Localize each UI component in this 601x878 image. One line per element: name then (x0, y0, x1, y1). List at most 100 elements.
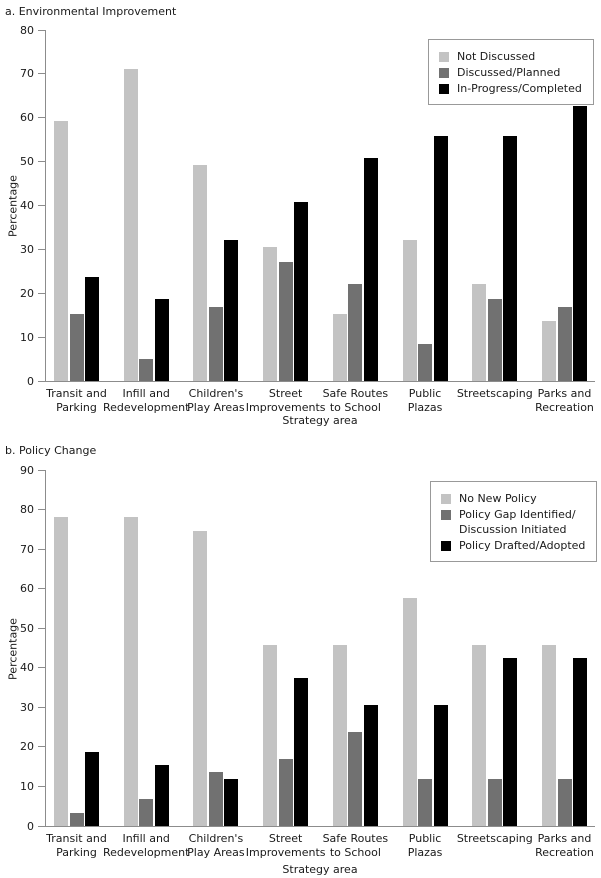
bar (224, 778, 239, 826)
x-category-label: Streetscaping (456, 387, 533, 400)
bar (193, 530, 208, 826)
bar (348, 284, 363, 381)
y-axis-tick (38, 205, 45, 206)
y-axis-tick (38, 627, 45, 629)
x-category-label: Infill and Redevelopment (102, 832, 190, 859)
y-tick-label: 60 (20, 582, 34, 596)
bar (472, 284, 487, 381)
y-axis-tick (38, 292, 45, 294)
chart-panel-policy-change: b. Policy Change Percentage 0 10 20 30 40 50 6… (0, 439, 601, 878)
bar (557, 778, 572, 826)
legend-item: Not Discussed (439, 49, 582, 64)
y-tick-label: 40 (20, 661, 34, 675)
legend-item: Policy Drafted/Adopted (441, 538, 585, 553)
bar (69, 313, 84, 381)
bar (542, 321, 556, 381)
y-axis-tick (38, 336, 45, 338)
legend-swatch (441, 494, 451, 504)
bar (224, 239, 239, 381)
chart-panel-environmental-improvement: a. Environmental Improvement Percentage … (5, 5, 595, 427)
y-axis-tick (38, 746, 45, 748)
bar (573, 105, 587, 381)
y-axis-tick (38, 548, 45, 550)
bar (402, 598, 417, 826)
y-tick-label: 70 (20, 542, 34, 556)
x-category-label: Children's Play Areas (187, 387, 245, 414)
x-category-label: Streetscaping (456, 832, 533, 845)
x-category-label: Street Improvements (245, 832, 326, 859)
legend-item: No New Policy (441, 491, 585, 506)
y-tick-label: 60 (20, 111, 34, 125)
y-tick-label: 10 (20, 779, 34, 793)
bar (487, 299, 502, 381)
x-category-label: Transit and Parking (46, 387, 107, 414)
bar (85, 277, 99, 381)
bar (69, 812, 84, 826)
legend-item-label: Discussed/Planned (457, 66, 561, 79)
bar (54, 517, 68, 826)
bar (294, 678, 309, 826)
x-category-label: Public Plazas (407, 387, 443, 414)
y-tick-label: 30 (20, 700, 34, 714)
bar (123, 68, 138, 381)
x-category-label: Safe Routes to School (322, 832, 389, 859)
bar (363, 158, 378, 381)
bar (154, 765, 169, 826)
y-axis-tick (38, 509, 45, 511)
x-category-label: Public Plazas (407, 832, 443, 859)
legend-item-label: Policy Drafted/Adopted (459, 539, 586, 552)
plot-area: 0 10 20 30 40 50 60 70 80 90 Transit and Parking Inf… (20, 464, 595, 859)
bar (123, 517, 138, 826)
bar (193, 165, 208, 381)
y-tick-label: 90 (20, 463, 34, 477)
bar (332, 644, 347, 826)
legend-swatch (441, 541, 451, 551)
bar (487, 778, 502, 826)
bar (433, 135, 448, 381)
chart-title: b. Policy Change (5, 444, 97, 457)
y-tick-label: 20 (20, 286, 34, 300)
bar (503, 658, 518, 826)
legend-swatch (439, 84, 449, 94)
bar (208, 772, 223, 826)
bar (278, 759, 293, 826)
bar (557, 306, 572, 381)
bar (85, 752, 99, 826)
legend-swatch (439, 52, 449, 62)
x-category-label: Safe Routes to School (322, 387, 389, 414)
legend-item: Policy Gap Identified/Discussion Initiat… (441, 507, 585, 537)
chart-title: a. Environmental Improvement (5, 5, 177, 18)
x-category-label: Street Improvements (245, 387, 326, 414)
x-category-label: Infill and Redevelopment (102, 387, 190, 414)
y-tick-label: 50 (20, 155, 34, 169)
y-axis-tick (38, 667, 45, 669)
legend-item-label: Policy Gap Identified/Discussion Initiat… (459, 508, 576, 536)
y-tick-label: 20 (20, 740, 34, 754)
y-axis-tick (38, 117, 45, 119)
x-category-label: Parks and Recreation (535, 832, 594, 859)
y-axis-tick (38, 825, 45, 827)
bar (503, 135, 518, 381)
y-axis-tick (38, 380, 45, 382)
bar (348, 732, 363, 826)
y-tick-label: 80 (20, 503, 34, 517)
bar (263, 644, 278, 826)
y-tick-label: 50 (20, 621, 34, 635)
y-axis-tick (38, 706, 45, 708)
bar (139, 799, 154, 826)
bar (472, 644, 487, 826)
y-axis-tick (38, 73, 45, 75)
legend-item-label: No New Policy (459, 492, 537, 505)
y-tick-label: 80 (20, 23, 34, 37)
x-category-label: Parks and Recreation (535, 387, 594, 414)
y-tick-label: 70 (20, 67, 34, 81)
y-tick-label: 10 (20, 330, 34, 344)
bar (433, 705, 448, 826)
y-tick-label: 30 (20, 242, 34, 256)
bar (418, 778, 433, 826)
legend: No New Policy Policy Gap Identified/Discu… (430, 481, 598, 562)
y-axis-tick (38, 248, 45, 250)
legend: Not Discussed Discussed/Planned In-Progres… (428, 39, 594, 105)
legend-item: In-Progress/Completed (439, 81, 582, 96)
